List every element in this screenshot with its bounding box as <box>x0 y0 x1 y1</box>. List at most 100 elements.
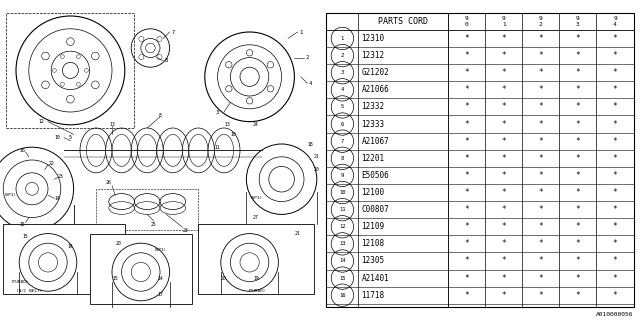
Text: *: * <box>464 188 469 197</box>
Text: *: * <box>575 239 580 248</box>
Text: (A/C BELT): (A/C BELT) <box>15 289 42 293</box>
Text: *: * <box>538 137 543 146</box>
Text: *: * <box>538 274 543 283</box>
Text: 9: 9 <box>340 173 344 178</box>
Text: *: * <box>464 102 469 111</box>
Text: 21: 21 <box>295 231 300 236</box>
Text: *: * <box>612 257 618 266</box>
Text: *: * <box>501 171 506 180</box>
Text: *: * <box>464 51 469 60</box>
Bar <box>3 224 125 294</box>
Text: 3: 3 <box>340 70 344 75</box>
Text: *: * <box>612 51 618 60</box>
Text: *: * <box>464 154 469 163</box>
Text: *: * <box>464 34 469 43</box>
Text: 4: 4 <box>340 87 344 92</box>
Text: *: * <box>575 68 580 77</box>
Text: *: * <box>575 51 580 60</box>
Text: *: * <box>538 102 543 111</box>
Text: A010000056: A010000056 <box>596 312 634 317</box>
Text: *: * <box>612 274 618 283</box>
Text: *: * <box>501 274 506 283</box>
Text: (SP1): (SP1) <box>250 196 262 200</box>
Text: 6: 6 <box>340 122 344 126</box>
Text: A21066: A21066 <box>362 85 389 94</box>
Text: 1: 1 <box>340 36 344 41</box>
Text: *: * <box>501 154 506 163</box>
Text: 9
4: 9 4 <box>613 16 617 27</box>
Text: 13: 13 <box>109 122 115 127</box>
Text: G21202: G21202 <box>362 68 389 77</box>
Text: 12108: 12108 <box>362 239 385 248</box>
Text: *: * <box>612 291 618 300</box>
Text: 10: 10 <box>339 190 346 195</box>
Text: (SP1): (SP1) <box>154 248 166 252</box>
Text: *: * <box>501 205 506 214</box>
Text: *: * <box>538 34 543 43</box>
Text: 15: 15 <box>20 221 25 227</box>
Text: *: * <box>464 120 469 129</box>
Text: *: * <box>538 205 543 214</box>
Text: 24: 24 <box>253 122 259 127</box>
Text: 10: 10 <box>231 132 236 137</box>
Text: 13: 13 <box>339 241 346 246</box>
Text: 23: 23 <box>183 228 188 233</box>
Text: A21067: A21067 <box>362 137 389 146</box>
Text: 20: 20 <box>116 241 121 246</box>
Text: 20: 20 <box>314 167 319 172</box>
Text: 12: 12 <box>39 119 44 124</box>
Bar <box>96 189 198 230</box>
Text: 12201: 12201 <box>362 154 385 163</box>
Text: 5: 5 <box>340 104 344 109</box>
Text: 18: 18 <box>308 141 313 147</box>
Text: *: * <box>464 274 469 283</box>
Text: 12333: 12333 <box>362 120 385 129</box>
Text: (SP1): (SP1) <box>3 193 16 197</box>
Text: *: * <box>501 137 506 146</box>
Text: *: * <box>464 291 469 300</box>
Text: *: * <box>612 85 618 94</box>
Text: *: * <box>501 257 506 266</box>
Text: 7: 7 <box>340 139 344 144</box>
Text: 12332: 12332 <box>362 102 385 111</box>
Text: *: * <box>464 222 469 231</box>
Text: 15: 15 <box>339 276 346 281</box>
Text: *: * <box>575 257 580 266</box>
Text: PARTS CORD: PARTS CORD <box>378 17 428 26</box>
Text: *: * <box>464 239 469 248</box>
Text: *: * <box>464 85 469 94</box>
Text: 12312: 12312 <box>362 51 385 60</box>
Text: 15: 15 <box>113 276 118 281</box>
Text: *: * <box>612 68 618 77</box>
Text: *: * <box>464 171 469 180</box>
Text: *: * <box>575 34 580 43</box>
Text: *: * <box>501 85 506 94</box>
Text: *: * <box>464 205 469 214</box>
Text: *: * <box>501 239 506 248</box>
Text: C00807: C00807 <box>362 205 389 214</box>
Text: *: * <box>575 205 580 214</box>
Text: 3: 3 <box>216 109 220 115</box>
Text: 16: 16 <box>339 293 346 298</box>
Text: *: * <box>612 137 618 146</box>
Text: *: * <box>538 222 543 231</box>
Text: 17: 17 <box>157 292 163 297</box>
Text: *: * <box>612 154 618 163</box>
Text: *: * <box>538 257 543 266</box>
Text: *: * <box>538 188 543 197</box>
Text: *: * <box>575 137 580 146</box>
Text: 10: 10 <box>55 135 60 140</box>
Text: E50506: E50506 <box>362 171 389 180</box>
Text: *: * <box>575 171 580 180</box>
Text: *: * <box>501 222 506 231</box>
Text: *: * <box>575 188 580 197</box>
Text: 2: 2 <box>340 53 344 58</box>
Text: *: * <box>612 205 618 214</box>
Text: (TURBO): (TURBO) <box>10 280 28 284</box>
Text: *: * <box>612 188 618 197</box>
Text: 20: 20 <box>221 276 227 281</box>
Text: 9
2: 9 2 <box>539 16 543 27</box>
Text: 8: 8 <box>164 58 168 63</box>
Text: *: * <box>538 239 543 248</box>
Text: 22: 22 <box>49 161 54 166</box>
